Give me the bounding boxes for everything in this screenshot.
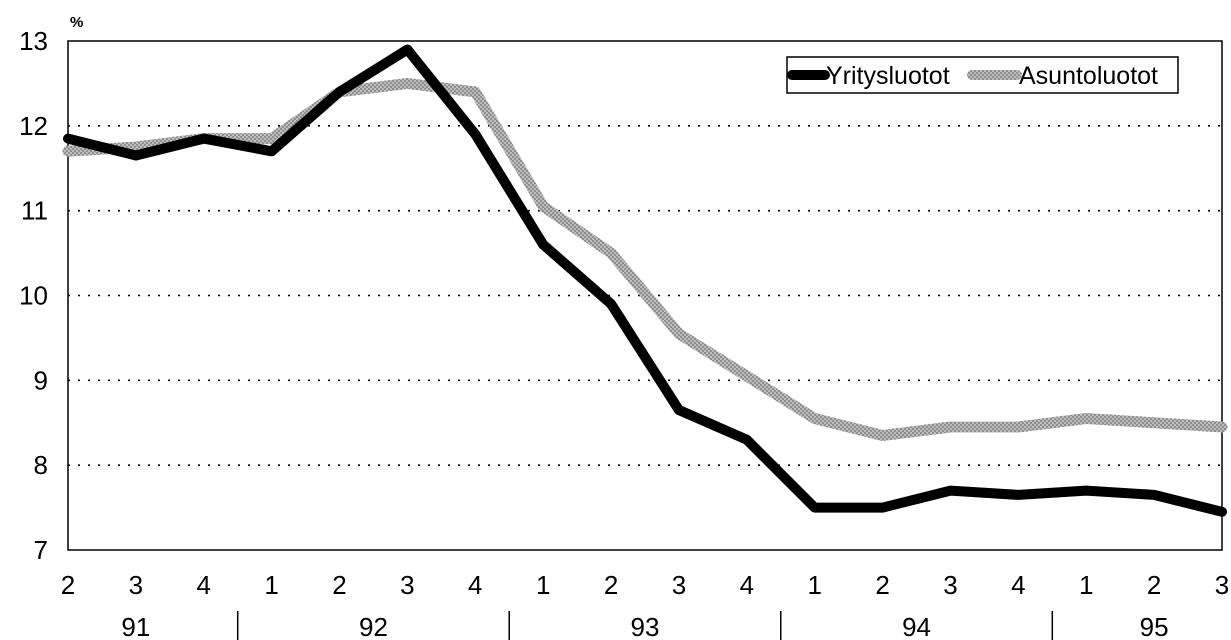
legend-label-asuntoluotot: Asuntoluotot <box>1019 62 1158 90</box>
x-year-label-95: 95 <box>1140 612 1169 640</box>
y-tick-label-10: 10 <box>19 281 48 311</box>
x-quarter-label-17: 3 <box>1215 570 1229 600</box>
x-quarter-label-16: 2 <box>1147 570 1161 600</box>
y-tick-label-8: 8 <box>34 450 48 480</box>
series-line-yritysluotot <box>63 44 1227 517</box>
x-quarter-label-13: 3 <box>943 570 957 600</box>
y-axis-unit-label: % <box>70 14 83 31</box>
x-quarter-label-14: 4 <box>1011 570 1025 600</box>
x-quarter-label-4: 2 <box>332 570 346 600</box>
y-tick-label-12: 12 <box>19 111 48 141</box>
x-quarter-label-8: 2 <box>604 570 618 600</box>
series-line-asuntoluotot <box>62 77 1228 441</box>
y-tick-label-11: 11 <box>21 196 48 226</box>
x-quarter-label-9: 3 <box>672 570 686 600</box>
x-quarter-label-15: 1 <box>1079 570 1093 600</box>
x-year-label-94: 94 <box>902 612 931 640</box>
y-axis: 7 8 9 10 11 12 13 <box>19 26 48 565</box>
x-quarter-label-11: 1 <box>807 570 821 600</box>
legend-label-yritysluotot: Yritysluotot <box>826 62 950 90</box>
x-quarter-label-12: 2 <box>875 570 889 600</box>
x-year-label-91: 91 <box>121 612 150 640</box>
y-tick-label-9: 9 <box>34 365 48 395</box>
series-layer <box>62 44 1228 517</box>
x-quarter-label-10: 4 <box>740 570 754 600</box>
plot-area-frame <box>67 40 1223 551</box>
x-axis: 2 3 4 1 2 3 4 1 2 3 4 1 2 3 4 1 2 3 91 92 93 94 95 <box>61 570 1229 640</box>
x-quarter-label-0: 2 <box>61 570 75 600</box>
x-quarter-label-7: 1 <box>536 570 550 600</box>
x-year-label-93: 93 <box>631 612 660 640</box>
gridlines <box>68 125 1222 466</box>
x-quarter-label-2: 4 <box>197 570 211 600</box>
x-quarter-label-1: 3 <box>129 570 143 600</box>
x-year-label-92: 92 <box>359 612 388 640</box>
x-quarter-label-3: 1 <box>264 570 278 600</box>
legend: Yritysluotot Asuntoluotot <box>786 56 1179 94</box>
x-quarter-label-6: 4 <box>468 570 482 600</box>
y-tick-label-7: 7 <box>34 535 48 565</box>
y-tick-label-13: 13 <box>19 26 48 56</box>
x-quarter-label-5: 3 <box>400 570 414 600</box>
